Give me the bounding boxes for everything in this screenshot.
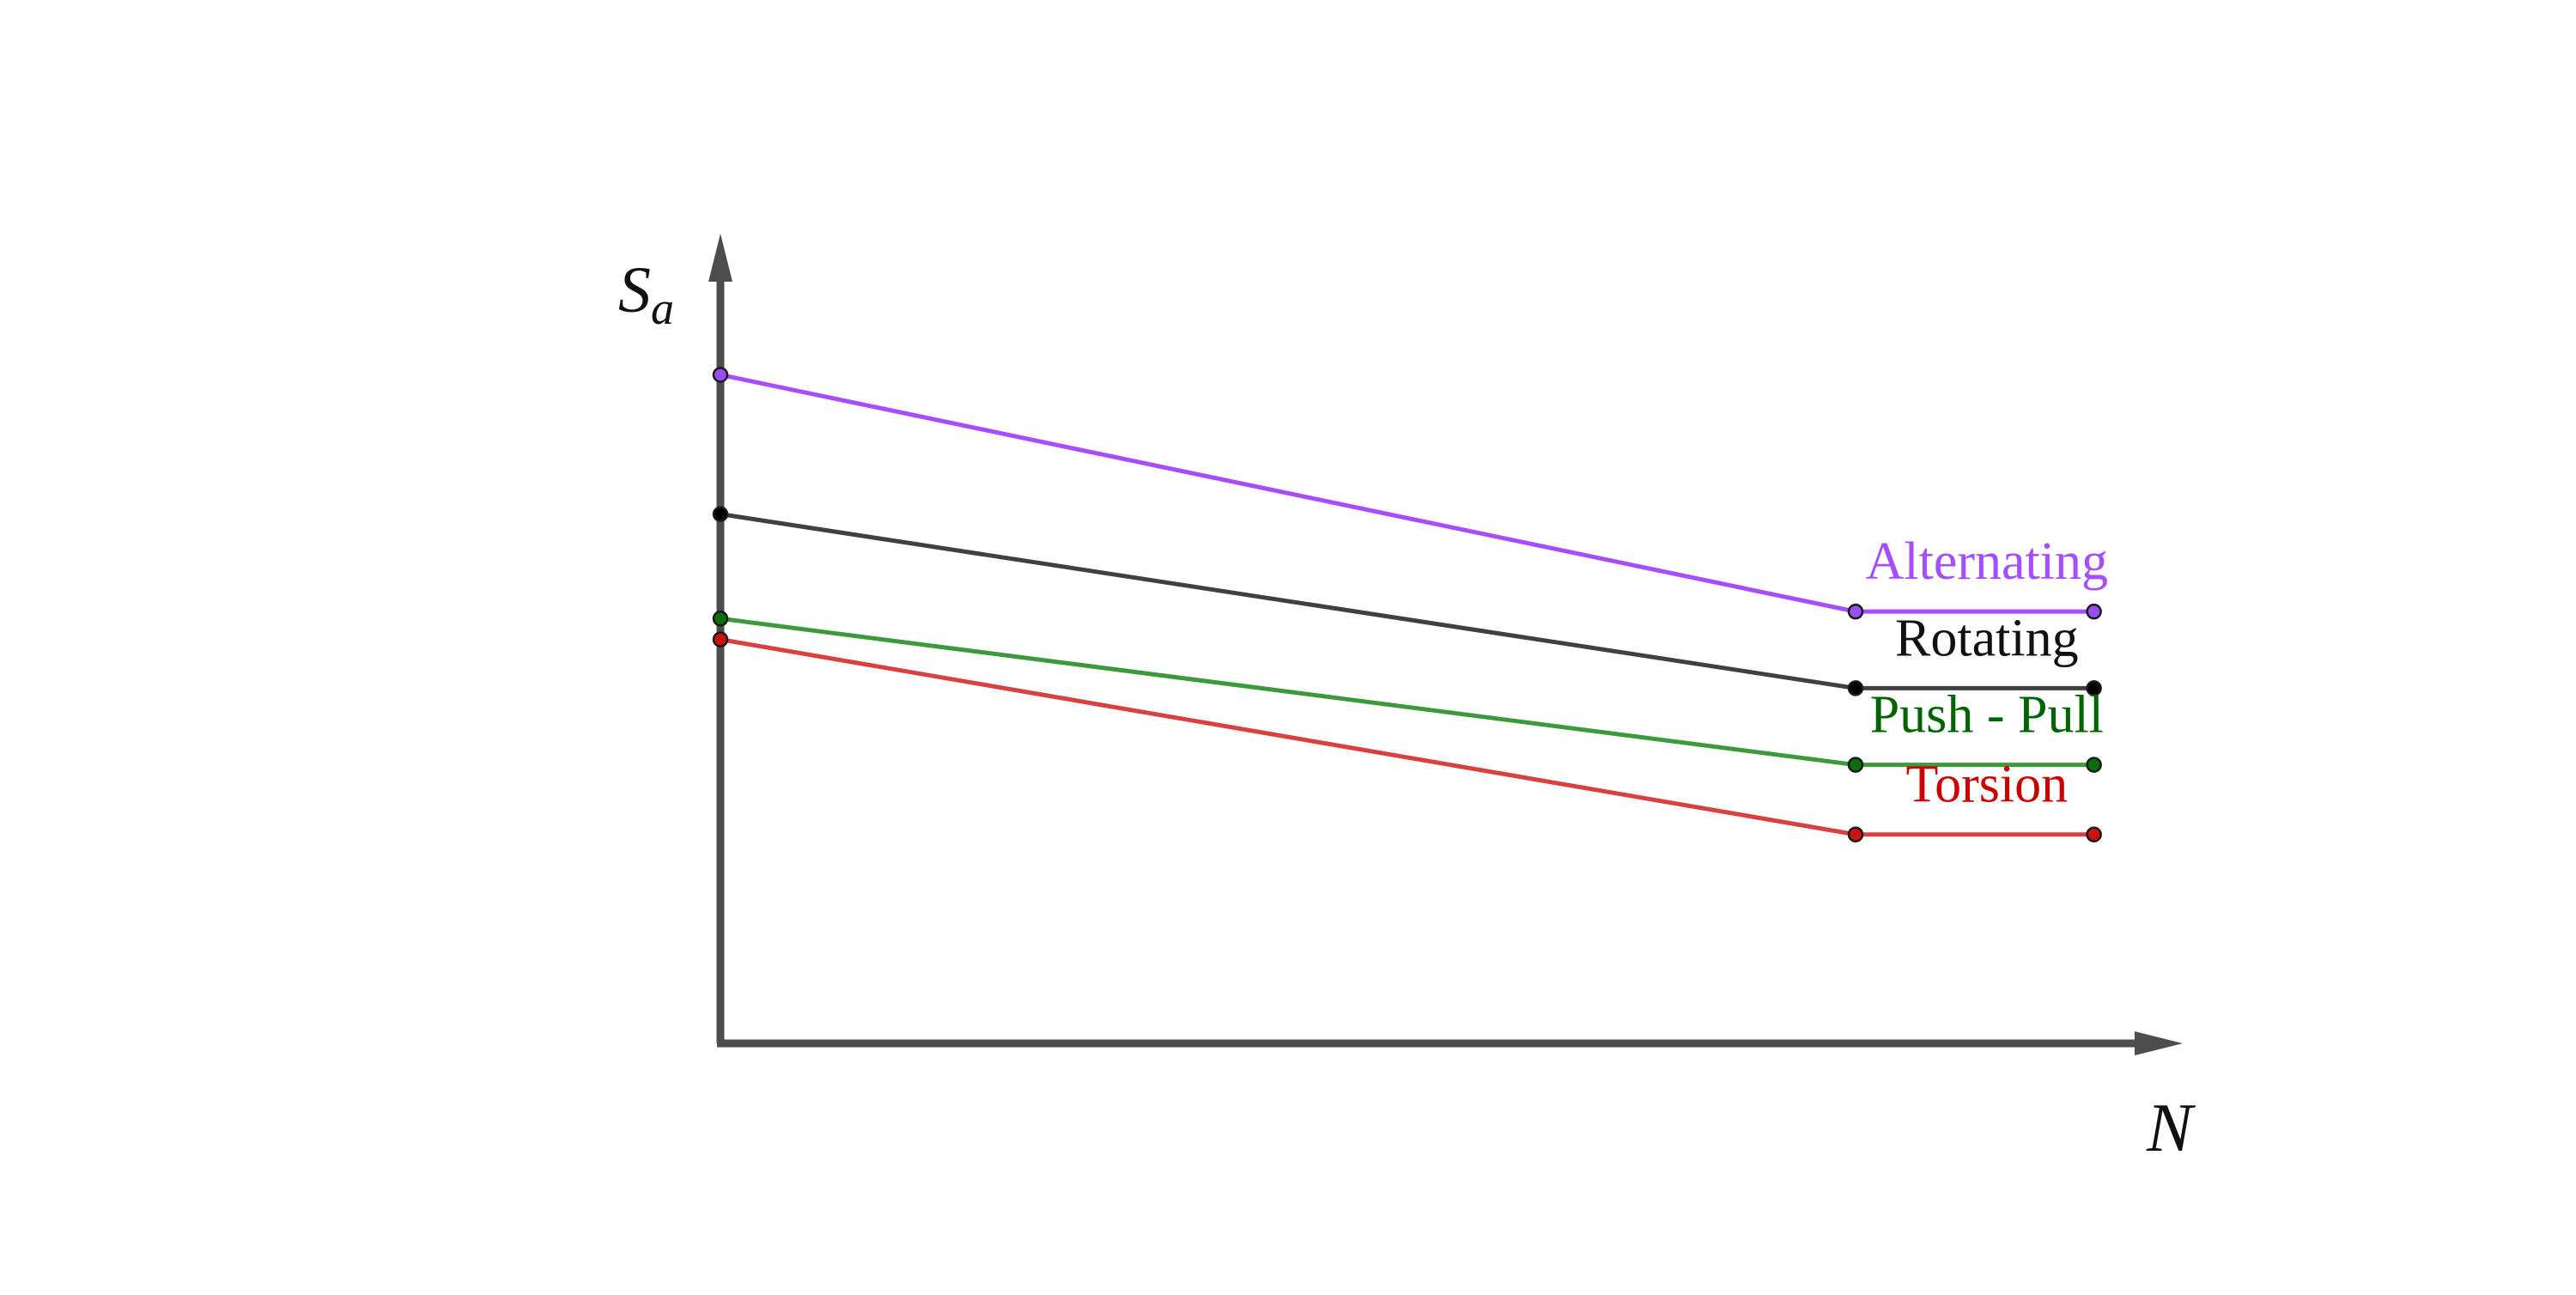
data-point-rotating-0 xyxy=(712,506,729,522)
data-point-push-pull-0 xyxy=(712,611,729,627)
series-labels: Alternating Rotating Push - Pull Torsion xyxy=(1866,532,2108,814)
axes xyxy=(708,234,2183,1055)
y-axis-label-subscript: a xyxy=(651,283,674,334)
y-axis-label-main: S xyxy=(618,254,651,326)
series-label-torsion: Torsion xyxy=(1906,756,2069,814)
series-label-rotating: Rotating xyxy=(1895,609,2079,667)
points-layer xyxy=(712,367,2102,842)
data-point-push-pull-2 xyxy=(2086,757,2102,773)
data-point-rotating-2 xyxy=(2086,680,2102,696)
data-point-torsion-0 xyxy=(712,631,729,648)
series-label-alternating: Alternating xyxy=(1866,532,2108,591)
data-point-rotating-1 xyxy=(1847,680,1864,696)
series-label-push-pull: Push - Pull xyxy=(1870,686,2104,745)
series-layer xyxy=(720,372,2094,837)
data-point-alternating-0 xyxy=(712,367,729,383)
x-axis-arrowhead xyxy=(2135,1031,2183,1055)
y-axis-label: Sa xyxy=(618,254,674,334)
data-point-alternating-1 xyxy=(1847,603,1864,620)
y-axis-arrowhead xyxy=(708,234,732,282)
x-axis-label: N xyxy=(2146,1091,2196,1166)
data-point-push-pull-1 xyxy=(1847,757,1864,773)
data-point-torsion-2 xyxy=(2086,826,2102,842)
data-point-alternating-2 xyxy=(2086,603,2102,620)
data-point-torsion-1 xyxy=(1847,826,1864,842)
